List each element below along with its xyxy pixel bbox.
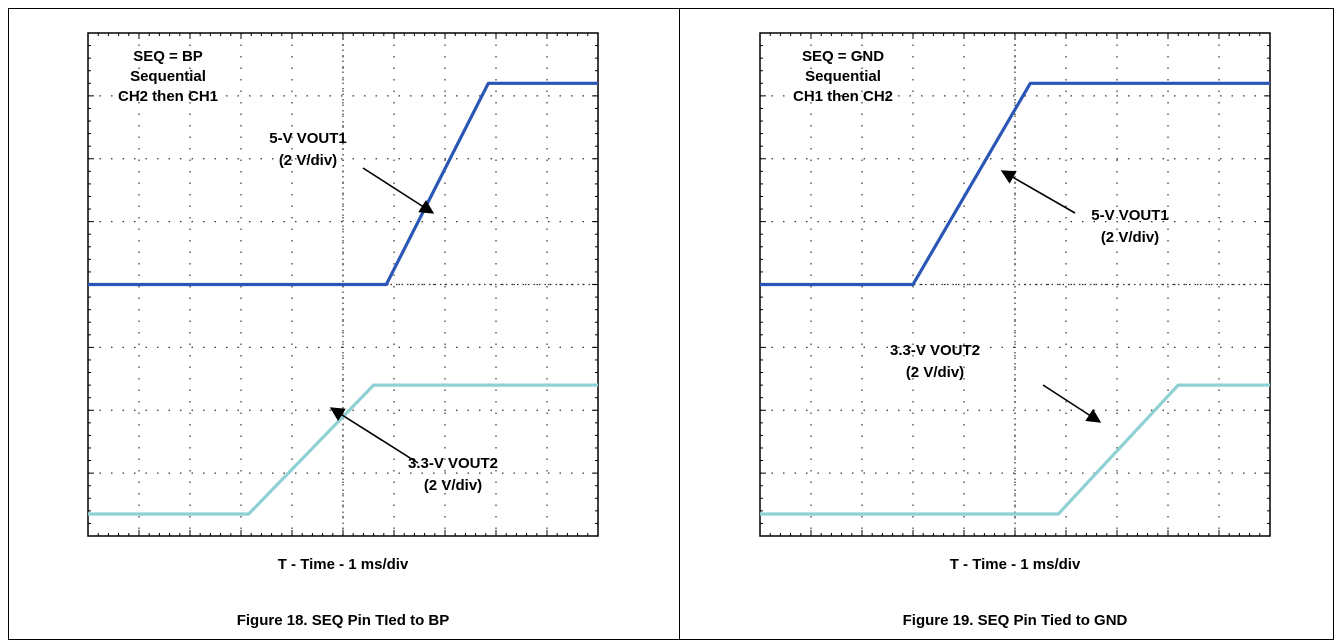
series-label-2: 3.3-V VOUT2 (2 V/div) — [890, 342, 980, 381]
series-label-line: 3.3-V VOUT2 — [890, 342, 980, 359]
annotation-line: CH2 then CH1 — [118, 88, 218, 105]
annotation-line: Sequential — [130, 68, 206, 85]
x-axis-label: T - Time - 1 ms/div — [949, 556, 1081, 573]
series-label-line: (2 V/div) — [906, 364, 964, 381]
grid — [88, 33, 598, 536]
panel-figure-19: SEQ = GND Sequential CH1 then CH2 5-V VOUT1… — [680, 8, 1341, 640]
series-label-1: 5-V VOUT1 (2 V/div) — [1091, 207, 1169, 246]
series-trace-1 — [88, 81, 598, 287]
series-trace-2 — [88, 383, 598, 516]
series-label-2: 3.3-V VOUT2 (2 V/div) — [408, 455, 498, 494]
series-label-line: 3.3-V VOUT2 — [408, 455, 498, 472]
series-arrow-1 — [362, 167, 435, 214]
series-label-line: (2 V/div) — [424, 477, 482, 494]
panel-figure-18: SEQ = BP Sequential CH2 then CH1 5-V VOUT1 (… — [8, 8, 678, 640]
annotation-line: SEQ = BP — [133, 48, 203, 65]
scope-annotation: SEQ = GND Sequential CH1 then CH2 — [793, 48, 893, 105]
series-label-1: 5-V VOUT1 (2 V/div) — [269, 130, 347, 169]
series-arrow-2 — [329, 407, 419, 464]
annotation-line: CH1 then CH2 — [793, 88, 893, 105]
series-trace-1 — [760, 81, 1270, 287]
annotation-line: SEQ = GND — [802, 48, 884, 65]
series-label-line: (2 V/div) — [279, 152, 337, 169]
figure-caption: Figure 18. SEQ Pin TIed to BP — [236, 612, 450, 629]
panel-divider — [679, 8, 680, 640]
scope-plot-figure-19: SEQ = GND Sequential CH1 then CH2 5-V VOUT1… — [759, 32, 1271, 537]
series-label-line: (2 V/div) — [1101, 229, 1159, 246]
annotation-line: Sequential — [805, 68, 881, 85]
grid — [760, 33, 1270, 536]
scope-annotation: SEQ = BP Sequential CH2 then CH1 — [118, 48, 218, 105]
x-axis-label: T - Time - 1 ms/div — [277, 556, 409, 573]
series-arrow-1 — [1000, 170, 1076, 214]
series-label-line: 5-V VOUT1 — [269, 130, 347, 147]
series-trace-2 — [760, 383, 1270, 516]
figure-caption: Figure 19. SEQ Pin Tied to GND — [902, 612, 1128, 629]
series-label-line: 5-V VOUT1 — [1091, 207, 1169, 224]
scope-plot-figure-18: SEQ = BP Sequential CH2 then CH1 5-V VOUT1 (… — [87, 32, 599, 537]
series-arrow-2 — [1042, 384, 1102, 423]
